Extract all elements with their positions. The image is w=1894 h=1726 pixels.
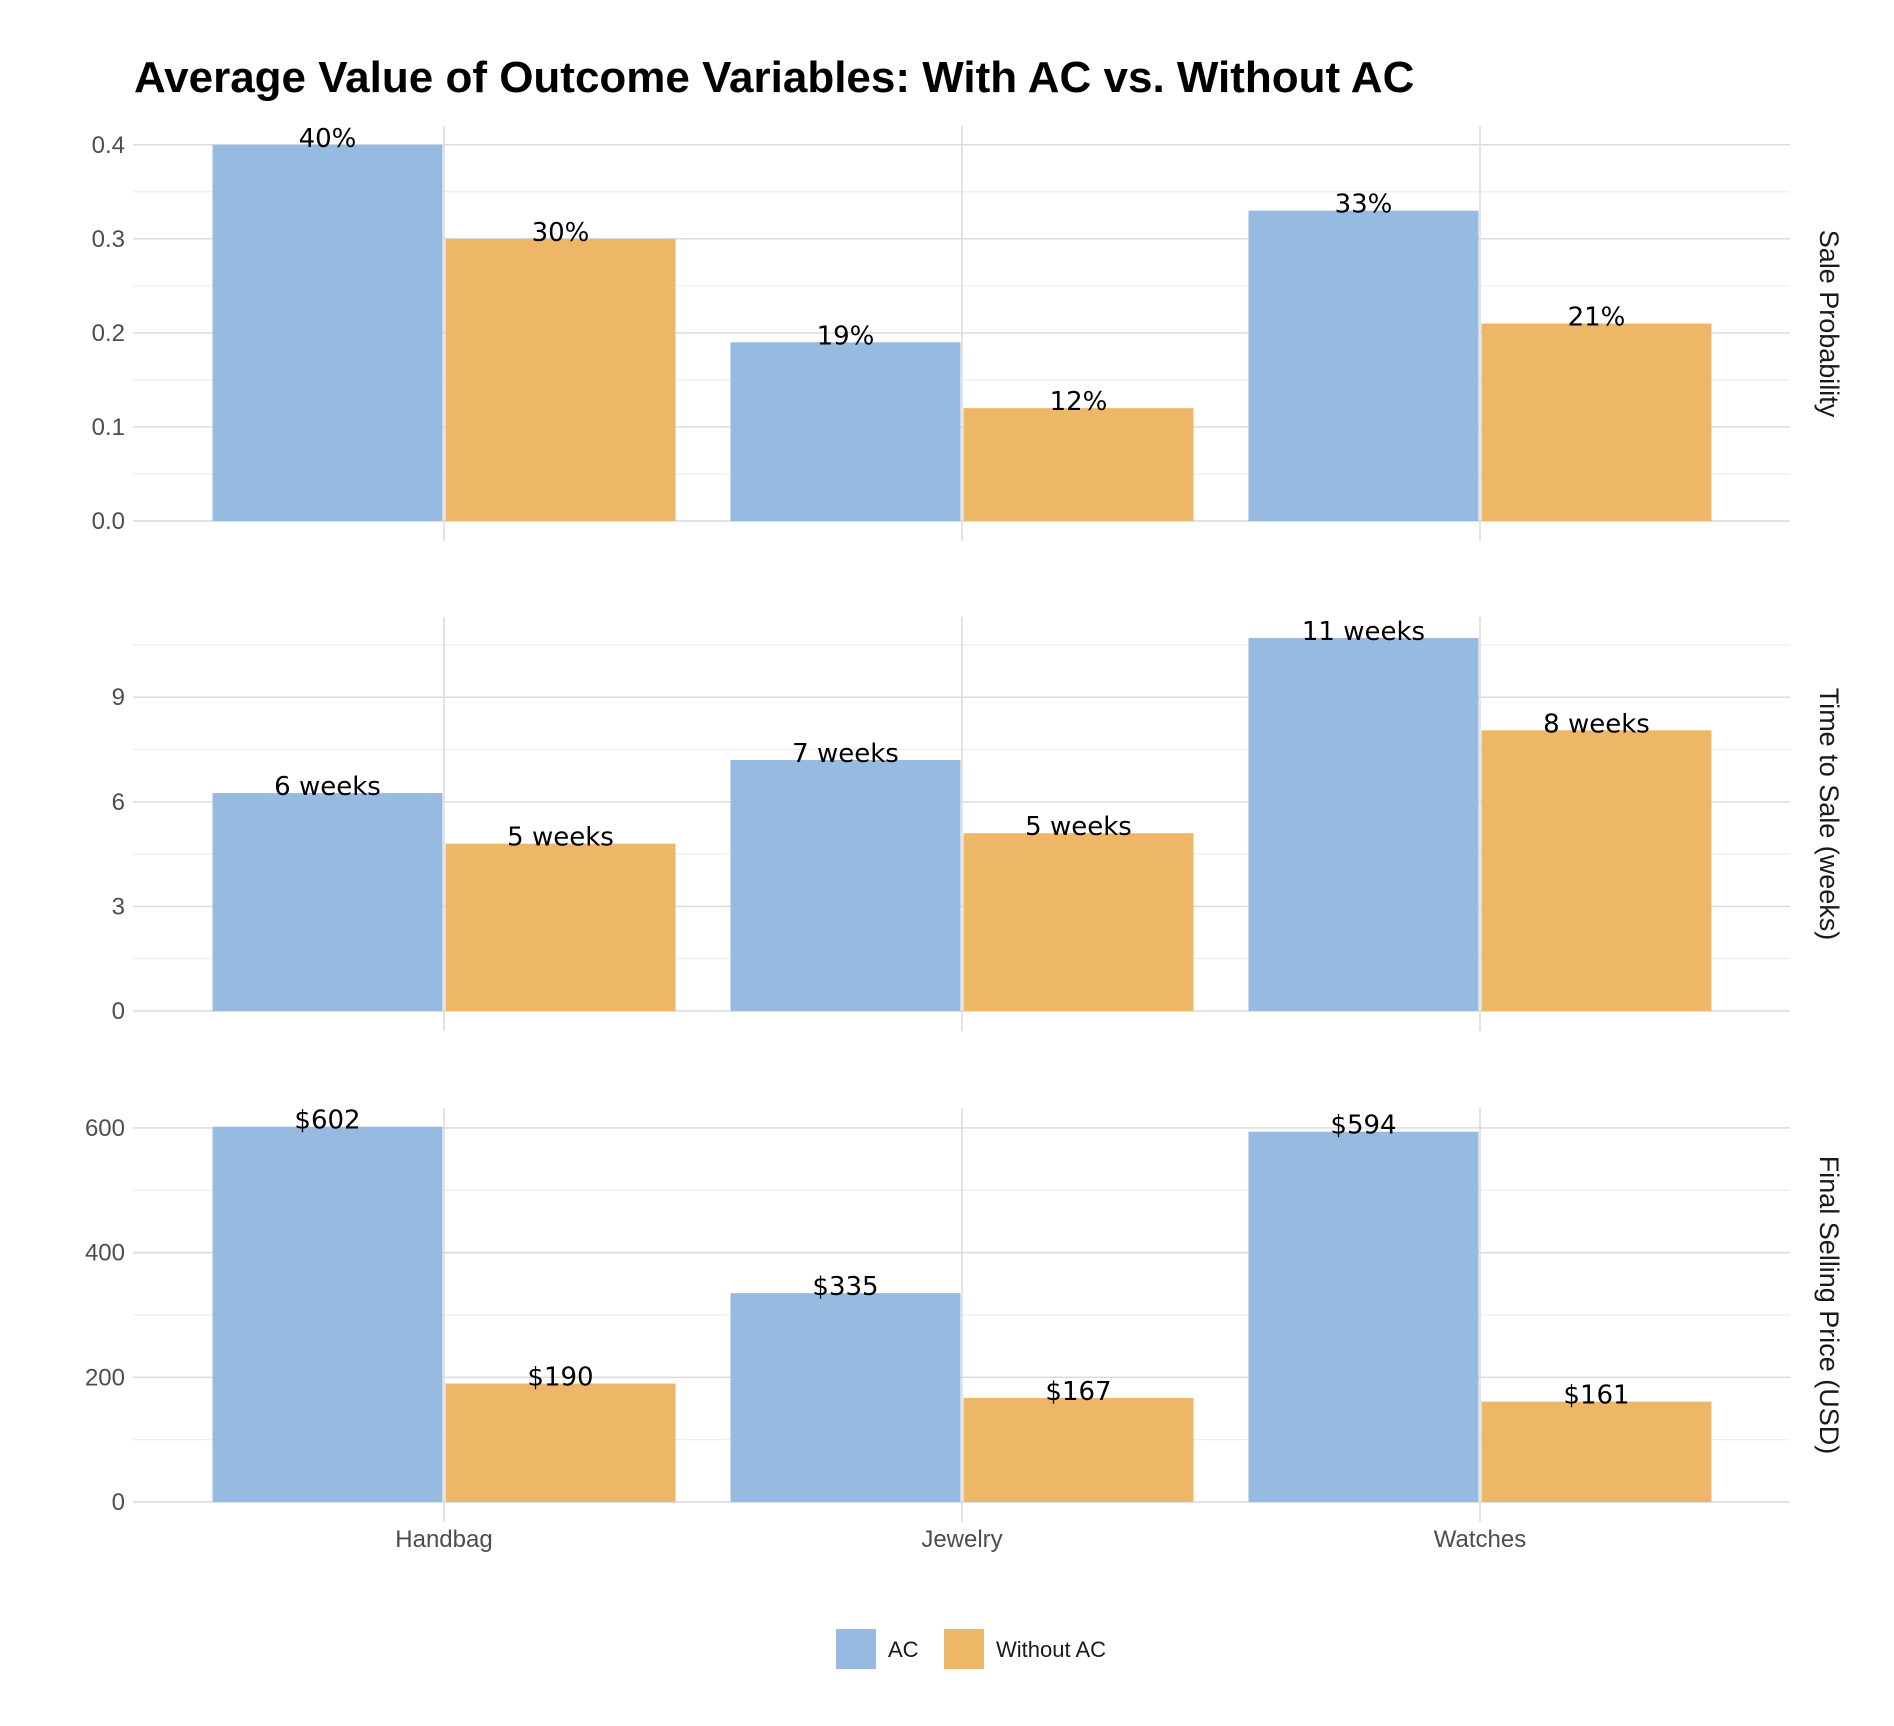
data-label: 19% <box>817 321 875 351</box>
data-label: 11 weeks <box>1302 617 1425 647</box>
legend-key-without-ac <box>944 1629 984 1669</box>
legend-label: Without AC <box>996 1637 1106 1662</box>
data-label: $167 <box>1045 1377 1111 1407</box>
data-label: 5 weeks <box>507 823 614 853</box>
data-label: 21% <box>1568 303 1626 333</box>
data-label: $190 <box>527 1363 593 1393</box>
y-tick-label: 0.0 <box>92 508 125 535</box>
y-tick-label: 0.3 <box>92 226 125 253</box>
panel-2: 0 200 400 600 $602 $335 $594 $190 $167 $161 Final … <box>85 1106 1844 1522</box>
y-tick-label: 0.2 <box>92 320 125 347</box>
data-label: 40% <box>299 124 357 154</box>
bar-without-ac-watches <box>1481 1401 1712 1502</box>
bar-without-ac-jewelry <box>963 833 1194 1011</box>
bar-without-ac-handbag <box>445 238 676 521</box>
chart-title: Average Value of Outcome Variables: With… <box>134 53 1414 102</box>
panel-0: 0.0 0.1 0.2 0.3 0.4 40% 19% 33% 30% 12% 21% Sale Pr… <box>92 124 1844 541</box>
legend-key-ac <box>836 1629 876 1669</box>
facet-strip-label: Time to Sale (weeks) <box>1814 688 1844 941</box>
y-tick-label: 400 <box>85 1240 125 1267</box>
legend: AC Without AC <box>836 1629 1106 1669</box>
bar-without-ac-watches <box>1481 323 1712 521</box>
facet-strip-label: Sale Probability <box>1814 230 1844 418</box>
y-tick-label: 0.4 <box>92 132 125 159</box>
panel-1: 0 3 6 9 6 weeks 7 weeks 11 weeks 5 weeks 5 weeks… <box>112 617 1844 1031</box>
legend-label: AC <box>888 1637 919 1662</box>
bar-ac-handbag <box>212 144 443 522</box>
x-tick-label: Handbag <box>395 1526 492 1553</box>
y-tick-label: 9 <box>112 684 125 711</box>
data-label: 12% <box>1050 387 1108 417</box>
bar-without-ac-jewelry <box>963 408 1194 521</box>
data-label: 5 weeks <box>1025 812 1132 842</box>
y-tick-label: 3 <box>112 893 125 920</box>
y-tick-label: 6 <box>112 789 125 816</box>
data-label: $602 <box>294 1106 360 1136</box>
y-tick-label: 0 <box>112 1489 125 1516</box>
bar-ac-watches <box>1248 210 1479 521</box>
data-label: 6 weeks <box>274 772 381 802</box>
bar-without-ac-watches <box>1481 730 1712 1011</box>
bar-without-ac-handbag <box>445 1383 676 1502</box>
bar-ac-handbag <box>212 793 443 1011</box>
data-label: $335 <box>812 1272 878 1302</box>
bar-ac-handbag <box>212 1126 443 1502</box>
y-tick-label: 200 <box>85 1364 125 1391</box>
y-tick-label: 0 <box>112 998 125 1025</box>
bar-without-ac-jewelry <box>963 1397 1194 1502</box>
data-label: 33% <box>1335 190 1393 220</box>
y-tick-label: 600 <box>85 1115 125 1142</box>
data-label: $161 <box>1563 1381 1629 1411</box>
data-label: $594 <box>1330 1111 1396 1141</box>
bar-ac-jewelry <box>730 342 961 521</box>
data-label: 7 weeks <box>792 739 899 769</box>
data-label: 8 weeks <box>1543 709 1650 739</box>
facet-strip-label: Final Selling Price (USD) <box>1814 1156 1844 1455</box>
x-tick-label: Watches <box>1434 1526 1526 1553</box>
x-tick-label: Jewelry <box>921 1526 1002 1553</box>
bar-without-ac-handbag <box>445 843 676 1011</box>
bar-ac-jewelry <box>730 1293 961 1502</box>
bar-ac-watches <box>1248 1131 1479 1502</box>
bar-ac-jewelry <box>730 759 961 1011</box>
bar-ac-watches <box>1248 637 1479 1011</box>
y-tick-label: 0.1 <box>92 414 125 441</box>
data-label: 30% <box>532 218 590 248</box>
